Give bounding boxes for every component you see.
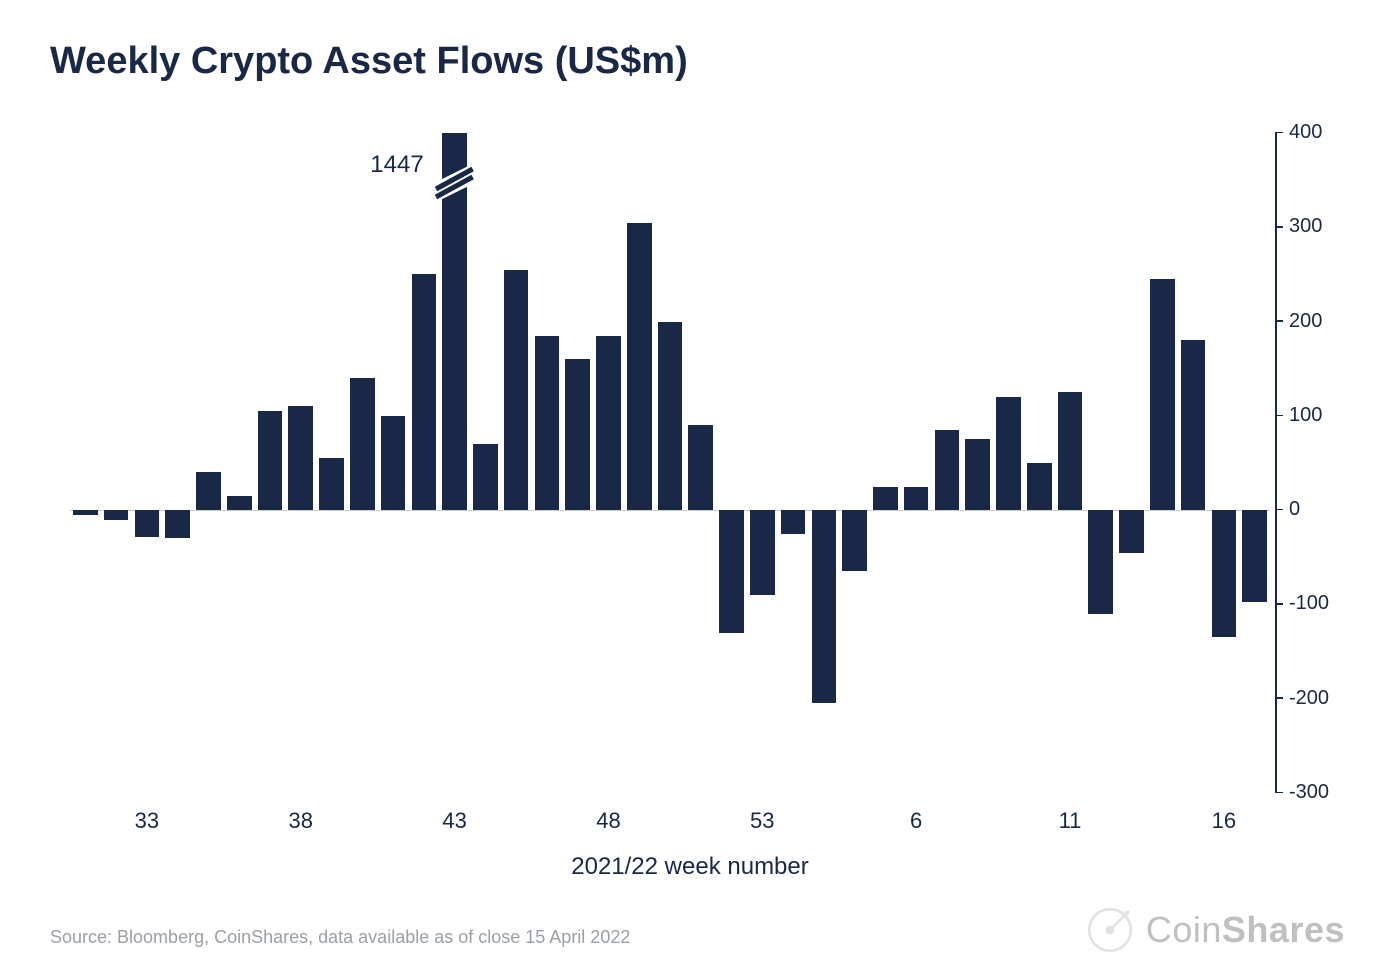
bar: [1119, 510, 1144, 552]
y-axis: -300-200-1000100200300400: [1275, 133, 1335, 793]
source-text: Source: Bloomberg, CoinShares, data avai…: [50, 927, 630, 948]
x-tick-label: 38: [289, 808, 313, 834]
y-tick-label: -100: [1289, 592, 1329, 615]
bar: [412, 274, 437, 510]
bar: [319, 458, 344, 510]
brand-logo: CoinShares: [1084, 904, 1345, 956]
y-tick-mark: [1275, 792, 1283, 794]
y-tick-label: -200: [1289, 687, 1329, 710]
bar: [1242, 510, 1267, 601]
x-axis-title: 2021/22 week number: [571, 853, 809, 881]
bar: [73, 510, 98, 515]
y-tick-label: 100: [1289, 404, 1322, 427]
bar: [596, 336, 621, 510]
bar: [750, 510, 775, 595]
chart-container: 1447 -300 -200 -100 0 100 200 300 400 33 38 43 48 5…: [50, 123, 1330, 863]
bar: [473, 444, 498, 510]
bar: [904, 487, 929, 511]
y-tick: 200: [1275, 310, 1322, 333]
chart-title: Weekly Crypto Asset Flows (US$m): [50, 40, 1350, 83]
y-tick-label: 300: [1289, 215, 1322, 238]
bar: [688, 425, 713, 510]
y-tick-mark: [1275, 132, 1283, 134]
bar: [658, 322, 683, 511]
x-tick-label: 53: [750, 808, 774, 834]
x-tick-label: 6: [910, 808, 922, 834]
x-tick-label: 48: [596, 808, 620, 834]
y-tick: 100: [1275, 404, 1322, 427]
bar: [535, 336, 560, 510]
y-tick: -300: [1275, 781, 1329, 804]
y-tick-label: 200: [1289, 310, 1322, 333]
bar: [350, 378, 375, 510]
bar: [935, 430, 960, 510]
bar: [1150, 279, 1175, 510]
bar: [135, 510, 160, 536]
y-tick-mark: [1275, 697, 1283, 699]
bar: [996, 397, 1021, 510]
bar: [781, 510, 806, 534]
bar: [104, 510, 129, 519]
bar: [1181, 340, 1206, 510]
bar: [842, 510, 867, 571]
bar: [1058, 392, 1083, 510]
x-tick-label: 16: [1212, 808, 1236, 834]
bar: [227, 496, 252, 510]
y-tick-mark: [1275, 603, 1283, 605]
bar: [812, 510, 837, 703]
y-tick-mark: [1275, 509, 1283, 511]
bar: [381, 416, 406, 510]
bar: [1212, 510, 1237, 637]
x-tick-label: 33: [135, 808, 159, 834]
y-tick: 0: [1275, 498, 1300, 521]
bar: [1088, 510, 1113, 614]
bar: [288, 406, 313, 510]
y-tick: 400: [1275, 121, 1322, 144]
bar: [258, 411, 283, 510]
peak-annotation: 1447: [370, 151, 423, 179]
y-tick-mark: [1275, 320, 1283, 322]
bar: [565, 359, 590, 510]
brand-text: CoinShares: [1146, 909, 1345, 951]
bar: [196, 472, 221, 510]
y-tick-mark: [1275, 415, 1283, 417]
bar: [442, 133, 467, 510]
y-tick-label: -300: [1289, 781, 1329, 804]
plot-area: 1447: [70, 133, 1270, 793]
bar: [504, 270, 529, 510]
bar: [719, 510, 744, 633]
y-tick: 300: [1275, 215, 1322, 238]
x-tick-label: 43: [442, 808, 466, 834]
y-tick: -200: [1275, 687, 1329, 710]
y-tick-label: 400: [1289, 121, 1322, 144]
bar: [627, 223, 652, 511]
y-tick: -100: [1275, 592, 1329, 615]
bar: [165, 510, 190, 538]
coinshares-icon: [1084, 904, 1136, 956]
x-axis: 33 38 43 48 53 6 11 16: [70, 808, 1270, 858]
y-tick-label: 0: [1289, 498, 1300, 521]
bar: [1027, 463, 1052, 510]
bar: [965, 439, 990, 510]
y-tick-mark: [1275, 226, 1283, 228]
x-tick-label: 11: [1059, 808, 1082, 834]
bar: [873, 487, 898, 511]
